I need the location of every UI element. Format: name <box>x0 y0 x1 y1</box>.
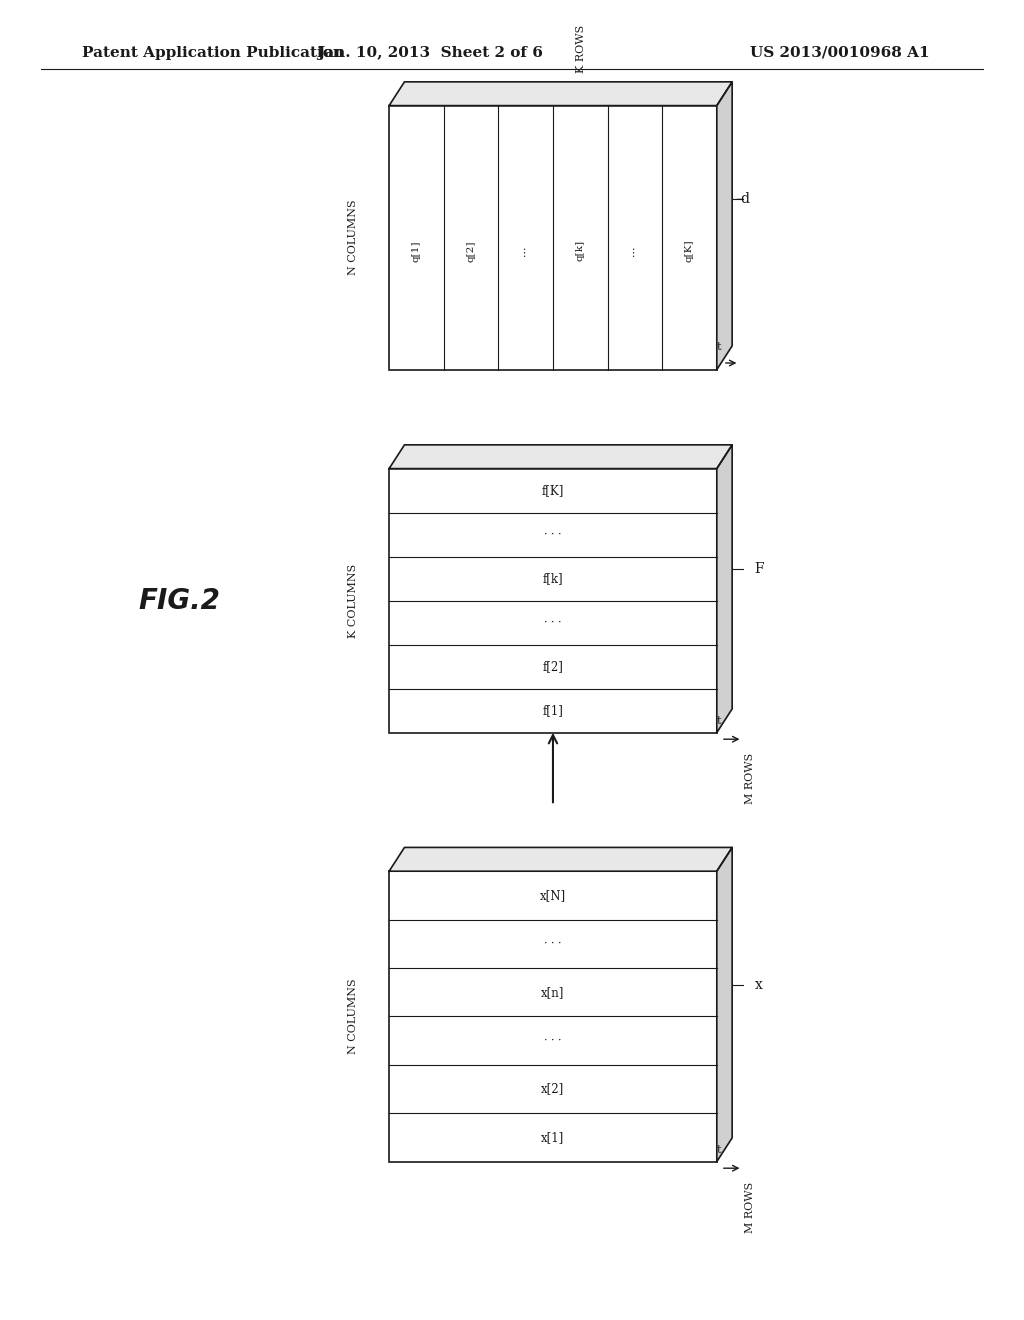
Text: x[n]: x[n] <box>542 986 564 999</box>
Text: f[1]: f[1] <box>543 704 563 717</box>
Text: x: x <box>755 978 763 991</box>
Text: q[2]: q[2] <box>467 240 475 261</box>
Text: ···: ··· <box>520 246 530 256</box>
Text: f[K]: f[K] <box>542 484 564 498</box>
Polygon shape <box>389 445 732 469</box>
Text: M ROWS: M ROWS <box>744 754 755 804</box>
Text: q[k]: q[k] <box>575 240 585 261</box>
Text: q[K]: q[K] <box>685 239 694 263</box>
Text: · · ·: · · · <box>544 618 562 627</box>
Text: Jan. 10, 2013  Sheet 2 of 6: Jan. 10, 2013 Sheet 2 of 6 <box>317 46 543 59</box>
Text: x[N]: x[N] <box>540 888 566 902</box>
Bar <box>389 871 717 1162</box>
Text: f[k]: f[k] <box>543 572 563 585</box>
Text: · · ·: · · · <box>544 529 562 540</box>
Polygon shape <box>717 445 732 733</box>
Text: t: t <box>717 715 721 726</box>
Text: N COLUMNS: N COLUMNS <box>348 199 358 276</box>
Polygon shape <box>717 847 732 1162</box>
Text: d: d <box>740 193 750 206</box>
Text: M ROWS: M ROWS <box>744 1183 755 1233</box>
Text: Patent Application Publication: Patent Application Publication <box>82 46 344 59</box>
Text: N COLUMNS: N COLUMNS <box>348 978 358 1055</box>
Text: x[2]: x[2] <box>542 1082 564 1096</box>
Text: x[1]: x[1] <box>542 1131 564 1144</box>
Text: t: t <box>717 342 721 352</box>
Text: K ROWS: K ROWS <box>577 25 586 73</box>
Text: · · ·: · · · <box>544 939 562 949</box>
Polygon shape <box>389 847 732 871</box>
Bar <box>389 106 717 370</box>
Text: t: t <box>717 1144 721 1155</box>
Text: F: F <box>755 562 764 576</box>
Text: · · ·: · · · <box>544 1036 562 1045</box>
Polygon shape <box>389 82 732 106</box>
Text: f[2]: f[2] <box>543 660 563 673</box>
Bar <box>389 469 717 733</box>
Text: US 2013/0010968 A1: US 2013/0010968 A1 <box>750 46 930 59</box>
Polygon shape <box>717 82 732 370</box>
Text: ···: ··· <box>630 246 640 256</box>
Text: q[1]: q[1] <box>412 240 421 261</box>
Text: K COLUMNS: K COLUMNS <box>348 564 358 638</box>
Text: FIG.2: FIG.2 <box>138 586 220 615</box>
